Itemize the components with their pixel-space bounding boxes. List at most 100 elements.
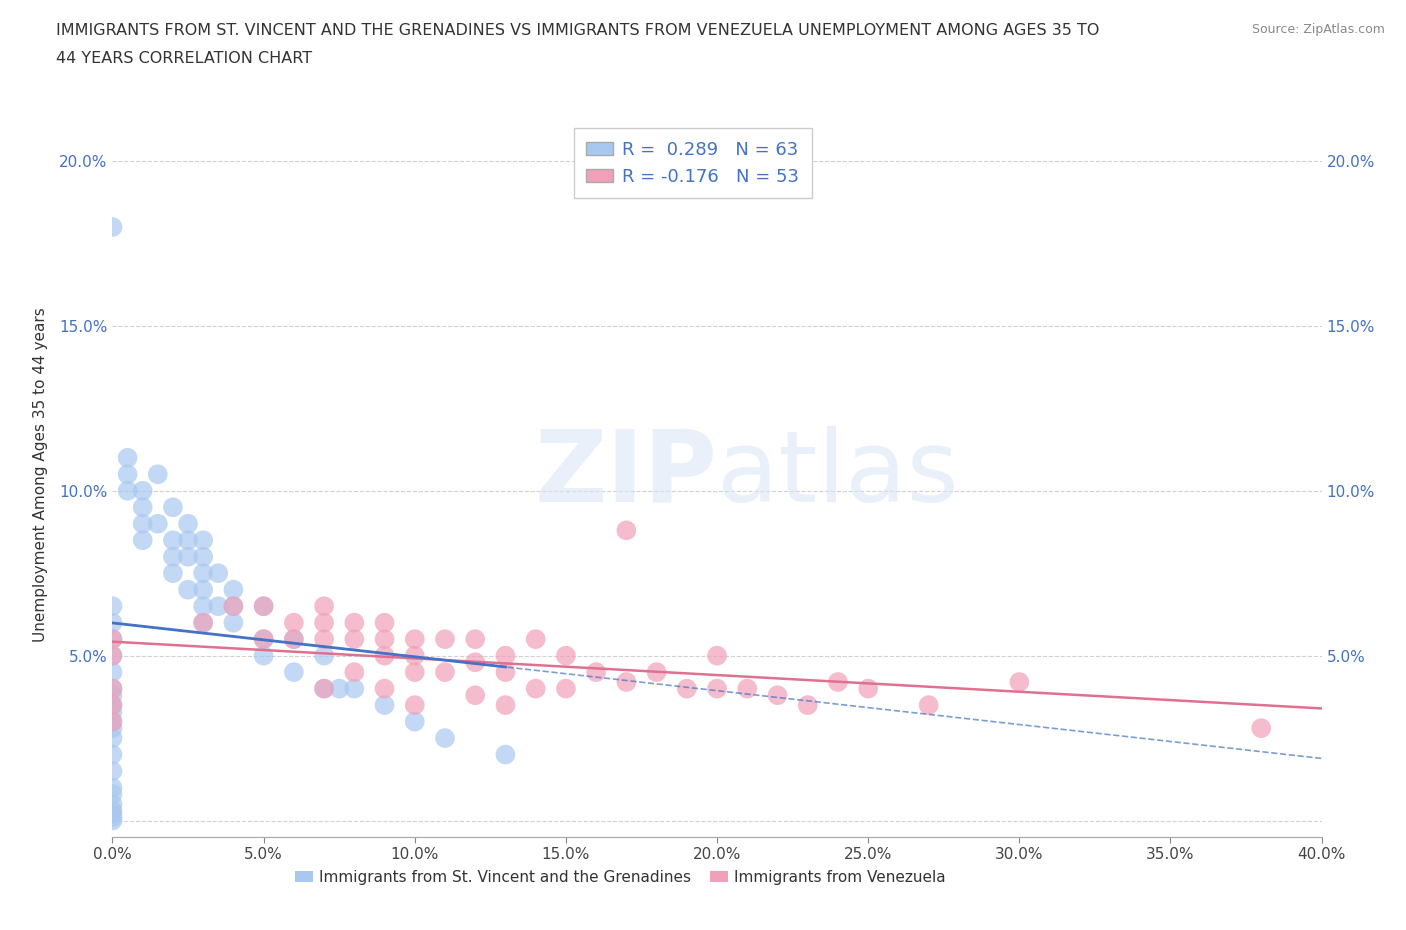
Point xyxy=(191,616,214,631)
Point xyxy=(146,467,169,482)
Text: atlas: atlas xyxy=(717,426,959,523)
Point xyxy=(117,450,139,465)
Point xyxy=(495,648,517,663)
Point xyxy=(117,484,139,498)
Point xyxy=(101,599,124,614)
Legend: Immigrants from St. Vincent and the Grenadines, Immigrants from Venezuela: Immigrants from St. Vincent and the Gren… xyxy=(288,864,952,891)
Point xyxy=(101,714,124,729)
Point xyxy=(433,665,456,680)
Point xyxy=(1008,674,1031,689)
Text: IMMIGRANTS FROM ST. VINCENT AND THE GRENADINES VS IMMIGRANTS FROM VENEZUELA UNEM: IMMIGRANTS FROM ST. VINCENT AND THE GREN… xyxy=(56,23,1099,38)
Point xyxy=(766,688,789,703)
Point xyxy=(162,550,184,565)
Point xyxy=(404,714,426,729)
Point xyxy=(101,698,124,712)
Point xyxy=(177,516,200,531)
Point xyxy=(283,665,305,680)
Point xyxy=(314,681,336,696)
Point xyxy=(554,648,576,663)
Point xyxy=(495,747,517,762)
Point xyxy=(374,648,396,663)
Point xyxy=(162,533,184,548)
Point xyxy=(645,665,668,680)
Point xyxy=(101,648,124,663)
Point xyxy=(343,616,366,631)
Point xyxy=(253,631,276,646)
Point xyxy=(132,499,155,514)
Point xyxy=(283,631,305,646)
Point xyxy=(101,681,124,696)
Point xyxy=(101,704,124,719)
Point xyxy=(101,806,124,821)
Point xyxy=(191,616,214,631)
Point xyxy=(222,599,245,614)
Point xyxy=(253,631,276,646)
Point xyxy=(191,550,214,565)
Point xyxy=(585,665,607,680)
Point xyxy=(222,616,245,631)
Point xyxy=(706,648,728,663)
Point xyxy=(177,533,200,548)
Point xyxy=(314,648,336,663)
Point xyxy=(283,616,305,631)
Point xyxy=(101,698,124,712)
Point xyxy=(191,599,214,614)
Point xyxy=(253,648,276,663)
Point xyxy=(404,665,426,680)
Point xyxy=(101,813,124,828)
Point xyxy=(101,787,124,802)
Point xyxy=(101,780,124,795)
Point xyxy=(314,616,336,631)
Point xyxy=(101,681,124,696)
Point xyxy=(101,721,124,736)
Point xyxy=(162,499,184,514)
Point xyxy=(374,616,396,631)
Point xyxy=(433,731,456,746)
Point xyxy=(314,631,336,646)
Point xyxy=(253,599,276,614)
Text: Source: ZipAtlas.com: Source: ZipAtlas.com xyxy=(1251,23,1385,36)
Point xyxy=(343,631,366,646)
Point xyxy=(856,681,880,696)
Text: ZIP: ZIP xyxy=(534,426,717,523)
Point xyxy=(737,681,759,696)
Point xyxy=(343,681,366,696)
Point xyxy=(464,655,486,670)
Point xyxy=(464,688,486,703)
Point xyxy=(404,631,426,646)
Point xyxy=(796,698,818,712)
Point xyxy=(101,810,124,825)
Point xyxy=(101,688,124,703)
Point xyxy=(918,698,941,712)
Point xyxy=(374,681,396,696)
Point xyxy=(222,582,245,597)
Point xyxy=(101,665,124,680)
Point xyxy=(283,631,305,646)
Point xyxy=(1250,721,1272,736)
Point xyxy=(314,599,336,614)
Point xyxy=(101,631,124,646)
Point xyxy=(554,681,576,696)
Point xyxy=(706,681,728,696)
Point xyxy=(101,747,124,762)
Y-axis label: Unemployment Among Ages 35 to 44 years: Unemployment Among Ages 35 to 44 years xyxy=(34,307,48,642)
Point xyxy=(495,698,517,712)
Point xyxy=(524,631,547,646)
Point xyxy=(207,599,229,614)
Point xyxy=(101,616,124,631)
Point xyxy=(495,665,517,680)
Point xyxy=(374,698,396,712)
Point xyxy=(433,631,456,646)
Point xyxy=(328,681,350,696)
Point xyxy=(616,674,638,689)
Point xyxy=(222,599,245,614)
Point xyxy=(524,681,547,696)
Point xyxy=(343,665,366,680)
Point xyxy=(675,681,697,696)
Point xyxy=(146,516,169,531)
Point xyxy=(404,648,426,663)
Point xyxy=(101,804,124,818)
Point xyxy=(191,565,214,580)
Point xyxy=(101,648,124,663)
Point xyxy=(464,631,486,646)
